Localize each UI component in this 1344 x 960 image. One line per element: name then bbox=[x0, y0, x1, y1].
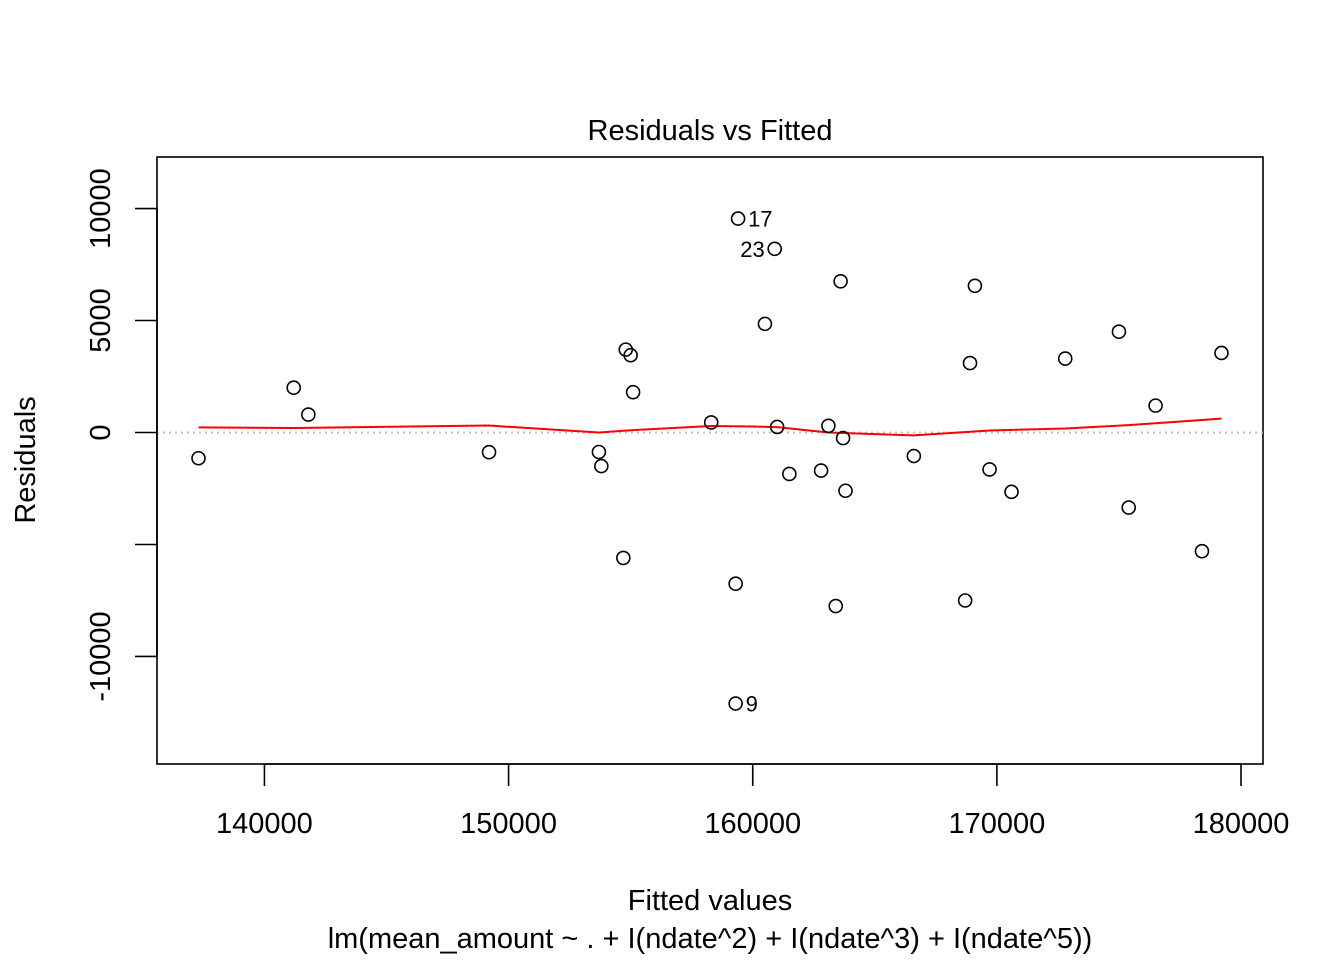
data-point bbox=[1121, 500, 1137, 515]
data-point bbox=[821, 418, 836, 434]
x-tick-label: 160000 bbox=[704, 808, 801, 840]
data-point bbox=[286, 380, 302, 396]
data-point bbox=[833, 274, 848, 289]
data-point bbox=[967, 278, 983, 294]
data-point bbox=[481, 444, 497, 460]
x-tick-label: 150000 bbox=[460, 808, 557, 840]
x-axis-label: Fitted values bbox=[628, 885, 792, 917]
x-tick-label: 180000 bbox=[1193, 808, 1290, 840]
data-point bbox=[782, 466, 797, 482]
y-axis: -10000 0 5000 10000 bbox=[85, 168, 158, 702]
data-point bbox=[962, 355, 978, 371]
data-point bbox=[730, 211, 746, 226]
y-tick-label: 5000 bbox=[85, 288, 117, 353]
data-point bbox=[1194, 543, 1210, 559]
chart-title: Residuals vs Fitted bbox=[588, 115, 833, 147]
data-point bbox=[728, 576, 743, 591]
data-point bbox=[1057, 351, 1073, 366]
data-point bbox=[838, 483, 853, 499]
data-point bbox=[1214, 345, 1229, 361]
y-tick-label: 10000 bbox=[85, 168, 117, 249]
data-point bbox=[594, 458, 609, 474]
data-point bbox=[757, 316, 773, 332]
data-point bbox=[1004, 484, 1019, 500]
y-axis-label: Residuals bbox=[10, 396, 42, 523]
data-point bbox=[957, 593, 973, 608]
data-point bbox=[769, 419, 785, 435]
data-point bbox=[625, 384, 641, 400]
x-tick-label: 170000 bbox=[948, 808, 1045, 840]
data-point bbox=[728, 696, 743, 711]
data-point bbox=[813, 463, 829, 478]
plot-frame bbox=[156, 156, 1264, 765]
y-tick-label: -10000 bbox=[85, 611, 117, 701]
data-point bbox=[982, 462, 997, 477]
data-point bbox=[191, 450, 206, 466]
data-point bbox=[618, 342, 634, 357]
point-label: 17 bbox=[748, 207, 772, 232]
y-tick-label: 0 bbox=[85, 424, 117, 440]
x-tick-label: 140000 bbox=[216, 808, 313, 840]
data-point bbox=[616, 550, 631, 566]
smoothed-trend-line bbox=[198, 417, 1222, 437]
data-point bbox=[835, 430, 851, 446]
point-label: 9 bbox=[746, 692, 758, 717]
point-label: 23 bbox=[740, 237, 764, 262]
data-point bbox=[1148, 398, 1163, 413]
data-point bbox=[703, 415, 719, 430]
x-axis: 140000 150000 160000 170000 180000 bbox=[216, 763, 1290, 840]
data-point bbox=[828, 598, 844, 614]
data-points: 9 17 23 bbox=[191, 207, 1229, 717]
data-point bbox=[623, 347, 638, 363]
data-point bbox=[1111, 324, 1127, 340]
data-point bbox=[906, 448, 922, 464]
data-point bbox=[591, 444, 607, 460]
model-formula-subtitle: lm(mean_amount ~ . + I(ndate^2) + I(ndat… bbox=[328, 923, 1093, 955]
data-point bbox=[301, 407, 316, 422]
data-point bbox=[767, 241, 782, 257]
